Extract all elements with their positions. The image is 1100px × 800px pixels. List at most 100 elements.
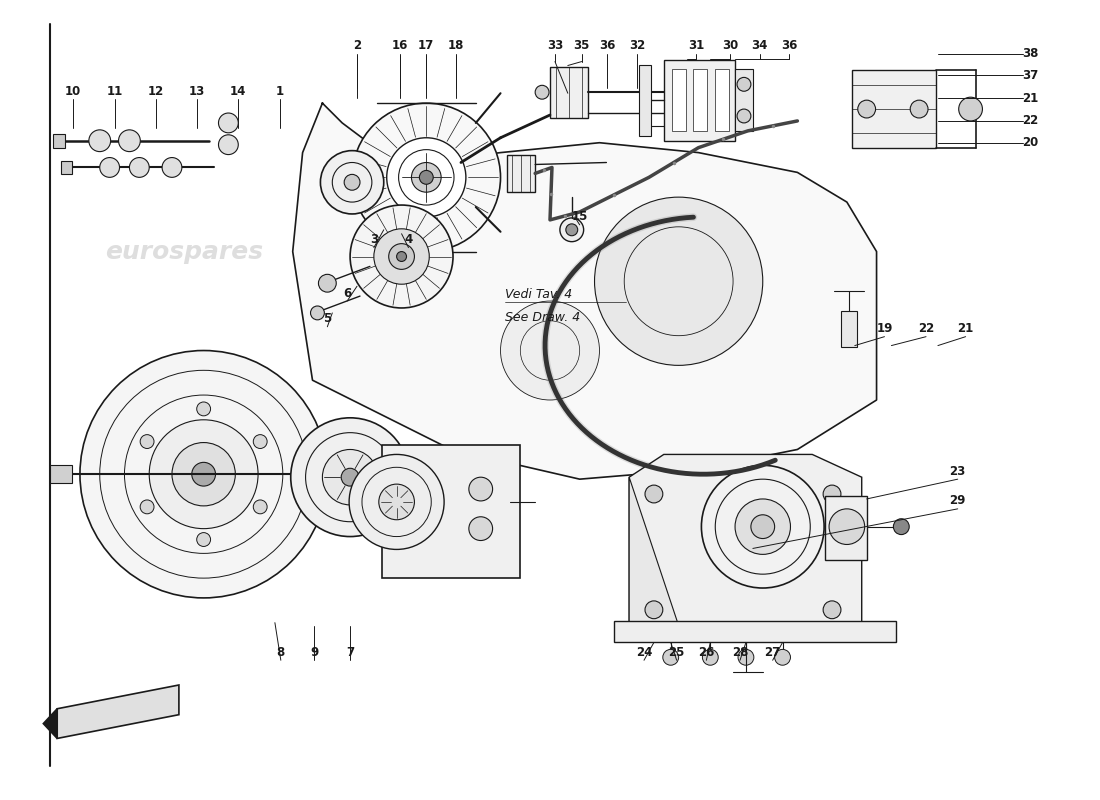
Text: 11: 11 xyxy=(107,85,123,98)
Circle shape xyxy=(536,86,549,99)
Circle shape xyxy=(388,244,415,270)
Circle shape xyxy=(910,100,928,118)
Circle shape xyxy=(663,650,679,666)
Text: 27: 27 xyxy=(764,646,781,659)
Bar xyxy=(550,66,587,118)
Circle shape xyxy=(341,468,359,486)
Text: 24: 24 xyxy=(636,646,652,659)
Text: 12: 12 xyxy=(148,85,164,98)
Text: 22: 22 xyxy=(917,322,934,335)
Circle shape xyxy=(858,100,876,118)
Circle shape xyxy=(738,650,754,666)
Polygon shape xyxy=(57,685,179,738)
Bar xyxy=(614,621,896,642)
Circle shape xyxy=(374,229,429,284)
Circle shape xyxy=(219,113,239,133)
Text: 6: 6 xyxy=(343,286,351,300)
Bar xyxy=(672,70,685,131)
Circle shape xyxy=(253,434,267,449)
Circle shape xyxy=(397,251,407,262)
Text: 34: 34 xyxy=(751,39,768,52)
Circle shape xyxy=(560,218,584,242)
Text: 14: 14 xyxy=(230,85,246,98)
Circle shape xyxy=(197,533,210,546)
Text: 2: 2 xyxy=(353,39,361,52)
Circle shape xyxy=(352,103,500,251)
Text: 4: 4 xyxy=(405,233,412,246)
Circle shape xyxy=(80,350,328,598)
Circle shape xyxy=(500,301,600,400)
Circle shape xyxy=(350,205,453,308)
Circle shape xyxy=(469,517,493,541)
Circle shape xyxy=(411,162,441,192)
Text: 10: 10 xyxy=(65,85,81,98)
Bar xyxy=(507,154,536,192)
Bar xyxy=(51,466,72,483)
Text: 16: 16 xyxy=(392,39,408,52)
Text: See Draw. 4: See Draw. 4 xyxy=(506,311,581,324)
Text: 30: 30 xyxy=(722,39,738,52)
Circle shape xyxy=(419,170,433,184)
Circle shape xyxy=(893,518,910,534)
Text: 26: 26 xyxy=(698,646,715,659)
Text: 28: 28 xyxy=(732,646,748,659)
Bar xyxy=(840,311,857,346)
Circle shape xyxy=(290,418,409,537)
Circle shape xyxy=(387,138,466,217)
Circle shape xyxy=(191,462,216,486)
Bar xyxy=(384,234,419,271)
Circle shape xyxy=(130,158,150,178)
Circle shape xyxy=(703,650,718,666)
Circle shape xyxy=(702,466,824,588)
Text: 23: 23 xyxy=(949,465,966,478)
Circle shape xyxy=(735,499,791,554)
Text: 25: 25 xyxy=(669,646,685,659)
Text: 9: 9 xyxy=(310,646,319,659)
Bar xyxy=(825,496,867,560)
Text: 21: 21 xyxy=(1022,92,1038,105)
Text: 36: 36 xyxy=(600,39,616,52)
Circle shape xyxy=(751,514,774,538)
Text: 8: 8 xyxy=(277,646,285,659)
Text: 22: 22 xyxy=(1022,114,1038,127)
Circle shape xyxy=(162,158,182,178)
Circle shape xyxy=(959,97,982,121)
Text: eurospares: eurospares xyxy=(639,551,797,575)
Circle shape xyxy=(100,158,120,178)
Circle shape xyxy=(197,402,210,416)
Bar xyxy=(639,65,651,136)
Bar xyxy=(663,59,735,141)
Circle shape xyxy=(219,134,239,154)
Circle shape xyxy=(469,477,493,501)
Text: 36: 36 xyxy=(781,39,798,52)
Text: 33: 33 xyxy=(547,39,563,52)
Text: 32: 32 xyxy=(629,39,646,52)
Bar xyxy=(382,445,520,578)
Text: 20: 20 xyxy=(1022,136,1038,150)
Circle shape xyxy=(119,130,141,152)
Bar xyxy=(693,70,707,131)
Text: 19: 19 xyxy=(877,322,893,335)
Circle shape xyxy=(565,224,578,236)
Circle shape xyxy=(140,434,154,449)
Text: Vedi Tav. 4: Vedi Tav. 4 xyxy=(506,288,573,301)
Circle shape xyxy=(737,109,751,123)
Text: 35: 35 xyxy=(573,39,590,52)
Bar xyxy=(735,70,752,131)
Circle shape xyxy=(737,78,751,91)
Circle shape xyxy=(89,130,111,152)
Text: 21: 21 xyxy=(957,322,974,335)
Bar xyxy=(715,70,729,131)
Circle shape xyxy=(645,485,663,503)
Bar xyxy=(62,161,72,174)
Text: 37: 37 xyxy=(1022,69,1038,82)
Text: 15: 15 xyxy=(572,210,587,223)
Circle shape xyxy=(823,485,840,503)
Circle shape xyxy=(645,601,663,618)
Circle shape xyxy=(594,197,762,366)
Circle shape xyxy=(829,509,865,545)
Bar xyxy=(851,70,936,148)
Text: 1: 1 xyxy=(276,85,284,98)
Circle shape xyxy=(310,306,324,320)
Circle shape xyxy=(318,274,337,292)
